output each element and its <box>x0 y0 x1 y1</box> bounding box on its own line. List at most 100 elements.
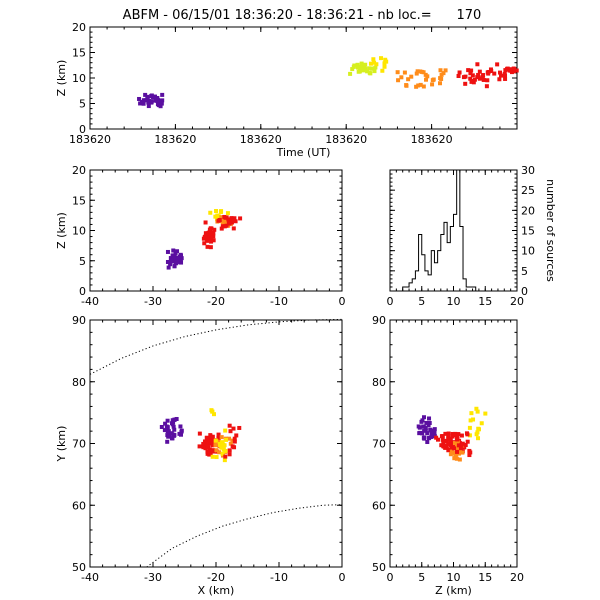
x-tick-label: 15 <box>478 295 492 308</box>
source-point <box>438 81 443 86</box>
source-point <box>426 423 431 428</box>
source-point <box>477 69 482 74</box>
source-point <box>169 258 174 263</box>
source-point <box>146 104 151 109</box>
source-point <box>179 428 184 433</box>
source-point <box>237 425 242 430</box>
source-point <box>382 64 387 69</box>
source-point <box>357 69 362 74</box>
y-tick-label: 80 <box>72 376 86 389</box>
source-point <box>212 227 217 232</box>
y-tick-label: 90 <box>72 314 86 327</box>
source-point <box>424 77 429 82</box>
source-point <box>202 241 207 246</box>
source-point <box>497 77 502 82</box>
source-point <box>474 432 479 437</box>
source-point <box>454 456 459 461</box>
source-point <box>211 412 216 417</box>
source-point <box>165 418 170 423</box>
source-point <box>208 210 213 215</box>
source-point <box>406 77 411 82</box>
source-point <box>141 101 146 106</box>
source-point <box>485 78 490 83</box>
source-point <box>414 84 419 89</box>
source-point <box>215 213 220 218</box>
source-point <box>209 239 214 244</box>
source-point <box>508 67 513 72</box>
x-tick-label: 183620 <box>69 133 111 146</box>
source-point <box>384 59 389 64</box>
source-point <box>423 425 428 430</box>
source-point <box>204 435 209 440</box>
source-point <box>475 62 480 67</box>
source-point <box>429 434 434 439</box>
source-point <box>166 265 171 270</box>
source-point <box>399 75 404 80</box>
x-tick-label: -20 <box>207 571 225 584</box>
source-point <box>230 444 235 449</box>
y-tick-label: 0 <box>79 123 86 136</box>
x-axis-label: Z (km) <box>435 584 472 597</box>
source-point <box>222 224 227 229</box>
source-point <box>159 101 164 106</box>
source-point <box>502 71 507 76</box>
source-point <box>449 449 454 454</box>
source-point <box>214 448 219 453</box>
source-point <box>145 96 150 101</box>
source-point <box>469 79 474 84</box>
source-point <box>211 231 216 236</box>
source-point <box>466 68 471 73</box>
source-point <box>457 70 462 75</box>
range-arc <box>146 504 343 568</box>
source-point <box>469 68 474 73</box>
source-point <box>439 443 444 448</box>
source-point <box>428 427 433 432</box>
source-point <box>163 421 168 426</box>
source-point <box>396 78 401 83</box>
source-point <box>168 262 173 267</box>
source-point <box>149 99 154 104</box>
source-point <box>424 420 429 425</box>
source-point <box>427 421 432 426</box>
source-point <box>514 68 519 73</box>
source-point <box>208 235 213 240</box>
source-point <box>222 458 227 463</box>
source-point <box>480 76 485 81</box>
source-point <box>368 61 373 66</box>
z-plan-panel: 0 5 10 15 20 50 60 70 80 90 Z (km) <box>372 314 524 597</box>
source-point <box>492 71 497 76</box>
source-point <box>452 456 457 461</box>
y-tick-label: 5 <box>79 255 86 268</box>
y-tick-label: 50 <box>72 561 86 574</box>
y-tick-label: 10 <box>521 245 535 258</box>
source-point <box>201 445 206 450</box>
source-point <box>379 56 384 61</box>
source-point <box>449 446 454 451</box>
source-point <box>172 427 177 432</box>
source-point <box>213 438 218 443</box>
source-point <box>351 64 356 69</box>
source-point <box>404 83 409 88</box>
x-tick-label: -10 <box>270 571 288 584</box>
source-point <box>425 431 430 436</box>
y-tick-label: 15 <box>72 47 86 60</box>
x-axis-label: Time (UT) <box>276 146 331 159</box>
source-point <box>197 444 202 449</box>
source-point <box>512 69 517 74</box>
source-point <box>165 259 170 264</box>
source-point <box>217 450 222 455</box>
source-point <box>429 431 434 436</box>
y-axis-label: Y (km) <box>55 426 68 463</box>
source-point <box>446 448 451 453</box>
source-point <box>448 452 453 457</box>
source-point <box>174 255 179 260</box>
source-point <box>210 454 215 459</box>
source-point <box>486 71 491 76</box>
source-point <box>230 438 235 443</box>
source-point <box>512 67 517 72</box>
source-point <box>205 442 210 447</box>
source-point <box>355 62 360 67</box>
source-point <box>476 427 481 432</box>
source-point <box>208 434 213 439</box>
source-point <box>234 433 239 438</box>
